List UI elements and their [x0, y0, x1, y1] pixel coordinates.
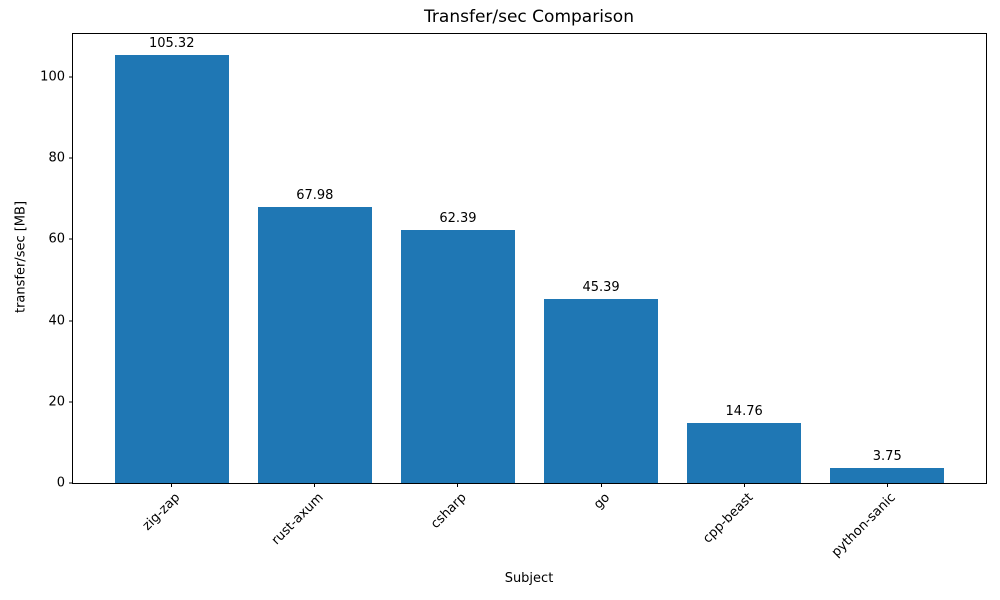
y-tick-label: 0 [56, 475, 65, 491]
y-tick-label: 40 [48, 313, 65, 329]
y-tick-label: 100 [40, 69, 65, 85]
y-tick-mark [69, 482, 73, 484]
y-axis-label: transfer/sec [MB] [13, 200, 29, 314]
x-tick-mark [743, 483, 745, 487]
x-tick-label: csharp [428, 490, 470, 532]
x-tick-label: zig-zap [140, 490, 184, 534]
bar-value-label: 45.39 [582, 279, 620, 295]
x-tick-label: python-sanic [829, 490, 900, 561]
x-tick-mark [314, 483, 316, 487]
bar-go [543, 298, 659, 483]
y-tick-mark [69, 157, 73, 159]
bar-cpp-beast [686, 423, 802, 483]
y-tick-label: 20 [48, 394, 65, 410]
x-tick-mark [171, 483, 173, 487]
bar-value-label: 14.76 [725, 404, 763, 420]
x-tick-label: rust-axum [268, 490, 327, 549]
bar-python-sanic [830, 467, 945, 483]
plot-area: 0 20 40 60 80 100 105.32 zig-zap 67.98 rust-axum 6… [40, 33, 987, 560]
chart-title: Transfer/sec Comparison [424, 7, 634, 27]
x-tick-label: cpp-beast [699, 490, 757, 547]
bar-value-label: 105.32 [148, 36, 195, 52]
x-tick-mark [457, 483, 459, 487]
y-tick-label: 60 [48, 231, 65, 247]
bar-csharp [400, 229, 516, 483]
y-tick-label: 80 [48, 150, 65, 166]
y-tick-mark [69, 76, 73, 78]
y-tick-mark [69, 401, 73, 403]
y-tick-mark [69, 320, 73, 322]
bar-rust-axum [257, 207, 373, 483]
x-tick-mark [600, 483, 602, 487]
x-tick-mark [886, 483, 888, 487]
bar-value-label: 3.75 [872, 448, 902, 464]
bar-zig-zap [114, 55, 229, 483]
x-axis-label: Subject [504, 571, 554, 586]
bar-value-label: 67.98 [296, 188, 334, 204]
x-tick-label: go [590, 490, 613, 513]
bar-value-label: 62.39 [439, 210, 477, 226]
y-tick-mark [69, 238, 73, 240]
